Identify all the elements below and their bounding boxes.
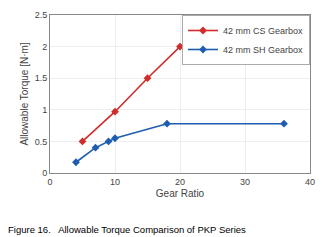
svg-text:10: 10 — [110, 177, 120, 187]
svg-text:42 mm CS Gearbox: 42 mm CS Gearbox — [223, 26, 303, 36]
svg-text:Gear Ratio: Gear Ratio — [156, 188, 205, 199]
svg-text:40: 40 — [305, 177, 315, 187]
svg-text:0: 0 — [42, 168, 47, 178]
svg-text:Figure 16. Allowable Torque: Figure 16. Allowable Torque Comparison o… — [8, 224, 246, 235]
svg-text:42 mm SH Gearbox: 42 mm SH Gearbox — [223, 45, 303, 55]
svg-text:1: 1 — [42, 105, 47, 115]
svg-text:1.5: 1.5 — [35, 73, 48, 83]
svg-text:2: 2 — [42, 42, 47, 52]
svg-text:Allowable Torque [N·m]: Allowable Torque [N·m] — [19, 42, 30, 145]
svg-text:2.5: 2.5 — [35, 10, 48, 20]
svg-text:30: 30 — [240, 177, 250, 187]
svg-text:0.5: 0.5 — [35, 137, 48, 147]
svg-text:20: 20 — [175, 177, 185, 187]
svg-text:0: 0 — [47, 177, 52, 187]
